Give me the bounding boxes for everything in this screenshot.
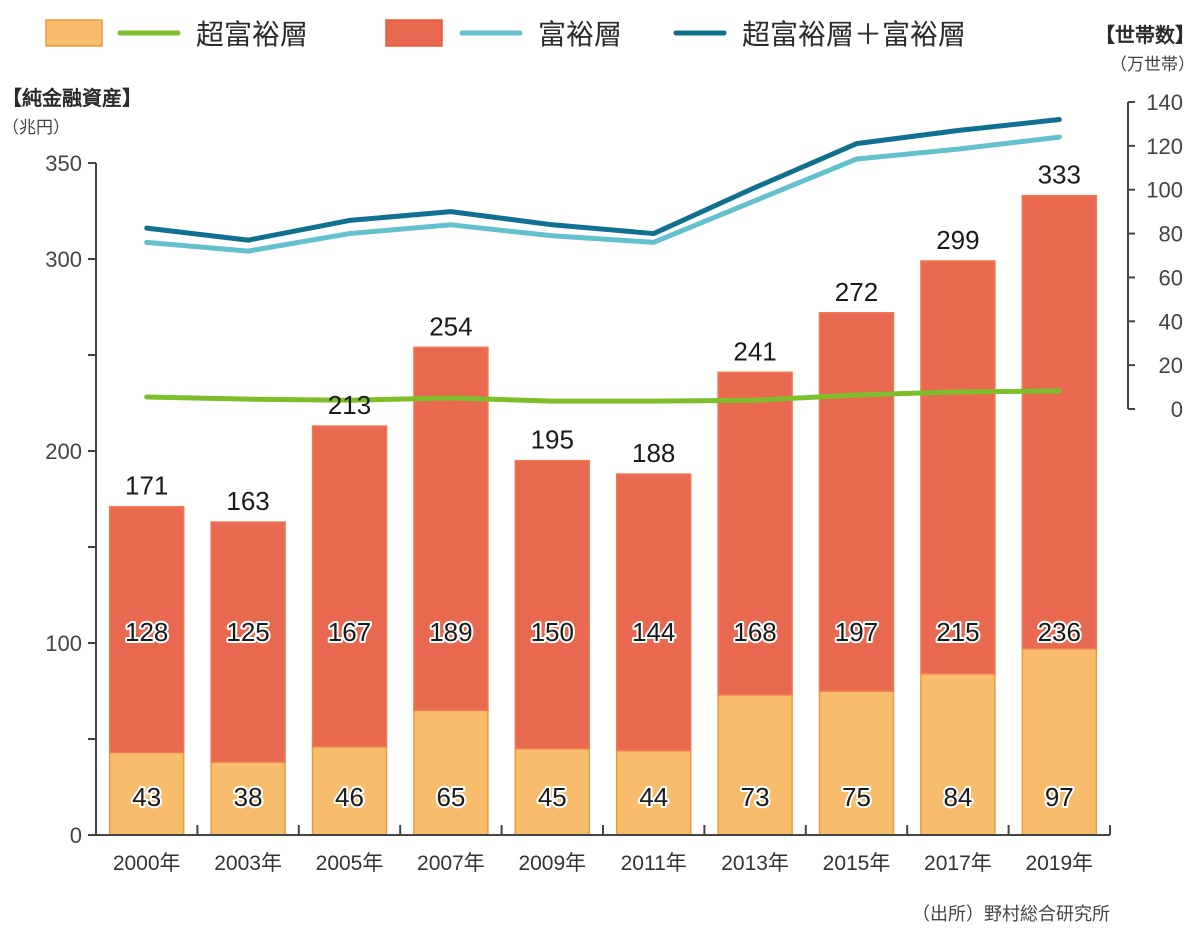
bar-segment-super-rich (210, 761, 286, 836)
labels-layer: 171 43 128 163 38 125 213 46 167 254 65 189 195 45 150… (123, 160, 1083, 814)
x-axis-category-label: 2005年 (316, 852, 384, 875)
x-axis-category-label: 2011年 (621, 852, 687, 875)
bar-segment-rich (717, 371, 793, 696)
bar-segment-rich (920, 260, 996, 675)
bar-segment-super-rich (818, 690, 895, 836)
x-axis-category-label: 2000年 (113, 852, 181, 875)
legend-swatch-rich-bar (385, 19, 443, 47)
x-axis-category-label: 2017年 (924, 852, 992, 875)
bar-segment-label-rich: 236 (1038, 617, 1081, 647)
x-axis-category-label: 2019年 (1025, 852, 1093, 875)
bar-segment-label-super-rich: 73 (741, 782, 770, 812)
left-axis-tick-label: 100 (45, 631, 82, 656)
bar-total-label: 163 (226, 486, 269, 516)
bar-segment-label-super-rich: 84 (943, 782, 972, 812)
bar-segment-rich (514, 459, 591, 750)
bar-segment-rich (1021, 194, 1098, 650)
bar-total-label: 254 (429, 311, 472, 341)
legend-label-rich: 富裕層 (538, 18, 622, 51)
line-series-total (144, 117, 1062, 243)
bar-total-label: 188 (632, 438, 675, 468)
bar-segment-label-rich: 150 (531, 617, 574, 647)
bar-segment-label-super-rich: 45 (538, 782, 567, 812)
bar-total-label: 171 (125, 471, 168, 501)
line-series-rich (144, 134, 1062, 254)
right-axis-tick-label: 60 (1159, 265, 1183, 290)
right-axis-tick-label: 140 (1146, 90, 1183, 115)
bar-total-label: 195 (531, 425, 574, 455)
bar-segment-super-rich (413, 709, 489, 836)
right-axis-tick-label: 20 (1159, 353, 1183, 378)
x-axis-category-label: 2015年 (823, 852, 891, 875)
bar-segment-super-rich (108, 751, 185, 836)
bar-segment-rich (413, 346, 489, 711)
bar-segment-rich (311, 425, 388, 748)
x-axis-category-label: 2003年 (214, 852, 282, 875)
bar-segment-label-super-rich: 38 (234, 782, 263, 812)
bars-layer (108, 194, 1098, 836)
source-note: （出所）野村総合研究所 (912, 904, 1110, 925)
line-series-super-rich (144, 388, 1062, 404)
x-axis-category-label: 2009年 (518, 852, 586, 875)
bar-segment-rich (108, 505, 185, 754)
legend-label-total: 超富裕層＋富裕層 (742, 18, 966, 51)
legend-swatch-super-rich-bar (45, 19, 103, 47)
bar-segment-super-rich (717, 694, 793, 836)
left-axis-tick-label: 200 (45, 439, 82, 464)
left-axis-tick-label: 0 (70, 823, 82, 848)
right-axis-tick-label: 80 (1159, 222, 1183, 247)
left-axis-unit: （兆円） (2, 118, 70, 138)
bar-segment-label-rich: 168 (733, 617, 776, 647)
bar-segment-rich (818, 312, 895, 692)
right-axis-tick-label: 100 (1146, 178, 1183, 203)
bar-segment-label-rich: 144 (632, 617, 675, 647)
bar-segment-super-rich (514, 747, 591, 836)
bar-total-label: 213 (328, 390, 371, 420)
bar-total-label: 272 (835, 277, 878, 307)
bar-segment-label-super-rich: 46 (335, 782, 364, 812)
right-axis-tick-label: 120 (1146, 134, 1183, 159)
bar-segment-label-super-rich: 65 (436, 782, 465, 812)
left-axis-tick-label: 300 (45, 247, 82, 272)
bar-segment-label-rich: 167 (328, 617, 371, 647)
bar-total-label: 299 (936, 225, 979, 255)
legend: 超富裕層 富裕層 超富裕層＋富裕層 (45, 18, 966, 51)
lines-layer (144, 117, 1062, 404)
left-axis-title: 【純金融資産】 (2, 86, 142, 110)
bar-segment-super-rich (920, 672, 996, 836)
bar-total-label: 241 (733, 336, 776, 366)
right-axis-tick-label: 0 (1171, 397, 1183, 422)
bar-segment-rich (615, 473, 692, 752)
right-axis-title: 【世帯数】 (1095, 23, 1195, 47)
bar-segment-label-super-rich: 75 (842, 782, 871, 812)
bar-segment-label-rich: 189 (429, 617, 472, 647)
bar-segment-rich (210, 521, 286, 763)
x-axis-category-label: 2013年 (721, 852, 789, 875)
bar-segment-label-rich: 215 (936, 617, 979, 647)
x-axis-category-label: 2007年 (417, 852, 485, 875)
left-axis-tick-label: 350 (45, 151, 82, 176)
bar-segment-label-rich: 128 (125, 617, 168, 647)
bar-segment-label-super-rich: 97 (1045, 782, 1074, 812)
bar-segment-label-rich: 197 (835, 617, 878, 647)
legend-label-super-rich: 超富裕層 (196, 18, 308, 51)
right-axis-unit: （万世帯） (1110, 55, 1195, 75)
bar-segment-label-rich: 125 (226, 617, 269, 647)
bar-segment-label-super-rich: 44 (639, 782, 668, 812)
bar-segment-super-rich (1021, 648, 1098, 836)
bar-segment-label-super-rich: 43 (132, 782, 161, 812)
right-axis-tick-label: 40 (1159, 309, 1183, 334)
bar-total-label: 333 (1038, 160, 1081, 190)
